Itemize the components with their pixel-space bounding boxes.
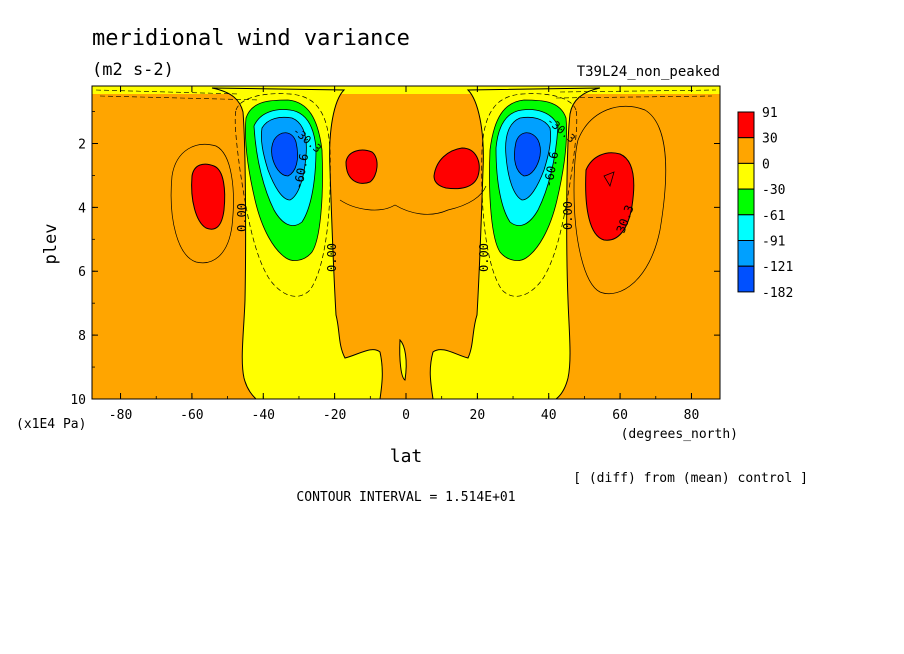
min-core-north-band4 (514, 132, 541, 177)
max-south-polar (191, 163, 226, 230)
x-tick-label: -60 (180, 408, 203, 423)
positive-contour-north (573, 106, 667, 294)
y-axis-label: plev (41, 224, 61, 265)
colorbar-label: -91 (762, 235, 785, 250)
colorbar-swatch (737, 137, 755, 164)
equatorial-sliver (399, 338, 407, 381)
colorbar-swatch (737, 111, 755, 139)
x-tick-label: -80 (109, 408, 132, 423)
colorbar-swatch (737, 162, 755, 190)
colorbar-swatch (737, 265, 755, 293)
contour-label-min-north: -60.6 (541, 151, 561, 189)
colorbar-label: -182 (762, 286, 793, 301)
x-axis-label: lat (390, 446, 423, 467)
chart-title: meridional wind variance (92, 26, 410, 51)
colorbar-label: 30 (762, 132, 778, 147)
dashed-contour-south (234, 93, 331, 297)
y-tick-label: 10 (70, 393, 86, 408)
colorbar-label: -30 (762, 183, 785, 198)
x-tick-label: -20 (323, 408, 346, 423)
diff-note: [ (diff) from (mean) control ] (573, 471, 808, 486)
max-marker-north (603, 171, 615, 187)
max-north-polar (585, 152, 635, 241)
y-tick-label: 8 (78, 329, 86, 344)
positive-contour-south (170, 144, 234, 264)
min-core-south-band4 (271, 132, 298, 177)
contour-label-zero-3: 0.00 (477, 243, 491, 272)
x-tick-label: 60 (612, 408, 628, 423)
chart-units: (m2 s-2) (92, 60, 174, 80)
x-tick-label: 20 (470, 408, 486, 423)
x-axis-units: (degrees_north) (621, 427, 738, 442)
x-tick-label: 80 (684, 408, 700, 423)
contour-field (92, 86, 720, 399)
x-tick-label: 0 (402, 408, 410, 423)
x-axis: -80 -60 -40 -20 0 20 40 60 80 (109, 86, 699, 423)
x-tick-label: 40 (541, 408, 557, 423)
y-axis-units: (x1E4 Pa) (16, 417, 86, 432)
positive-contour-tropics (339, 185, 487, 215)
colorbar-swatch (737, 240, 755, 267)
colorbar-swatch (737, 188, 755, 216)
colorbar-label: -121 (762, 260, 793, 275)
colorbar-label: 91 (762, 106, 778, 121)
colorbar-swatch (737, 214, 755, 242)
y-tick-label: 2 (78, 137, 86, 152)
y-tick-label: 6 (78, 265, 86, 280)
y-tick-label: 4 (78, 201, 86, 216)
max-south-subtropical (345, 149, 378, 184)
field-background (92, 86, 720, 399)
contour-label-zero-1: 0.00 (235, 203, 249, 232)
dashed-contour-top (95, 89, 717, 101)
dashed-contour-north (481, 93, 578, 297)
colorbar-label: 0 (762, 157, 770, 172)
contour-label-min-south: -60.6 (291, 153, 311, 191)
contour-label-zero-4: 0.00 (561, 201, 575, 230)
y-axis: 2 4 6 8 10 (70, 111, 720, 408)
colorbar-label: -61 (762, 209, 785, 224)
colorbar: 91 30 0 -30 -61 -91 -121 -182 (603, 106, 793, 301)
max-north-subtropical (433, 147, 480, 190)
contour-interval: CONTOUR INTERVAL = 1.514E+01 (296, 490, 515, 505)
run-label: T39L24_non_peaked (577, 64, 720, 80)
contour-label-zero-2: 0.00 (325, 243, 339, 272)
x-tick-label: -40 (252, 408, 275, 423)
